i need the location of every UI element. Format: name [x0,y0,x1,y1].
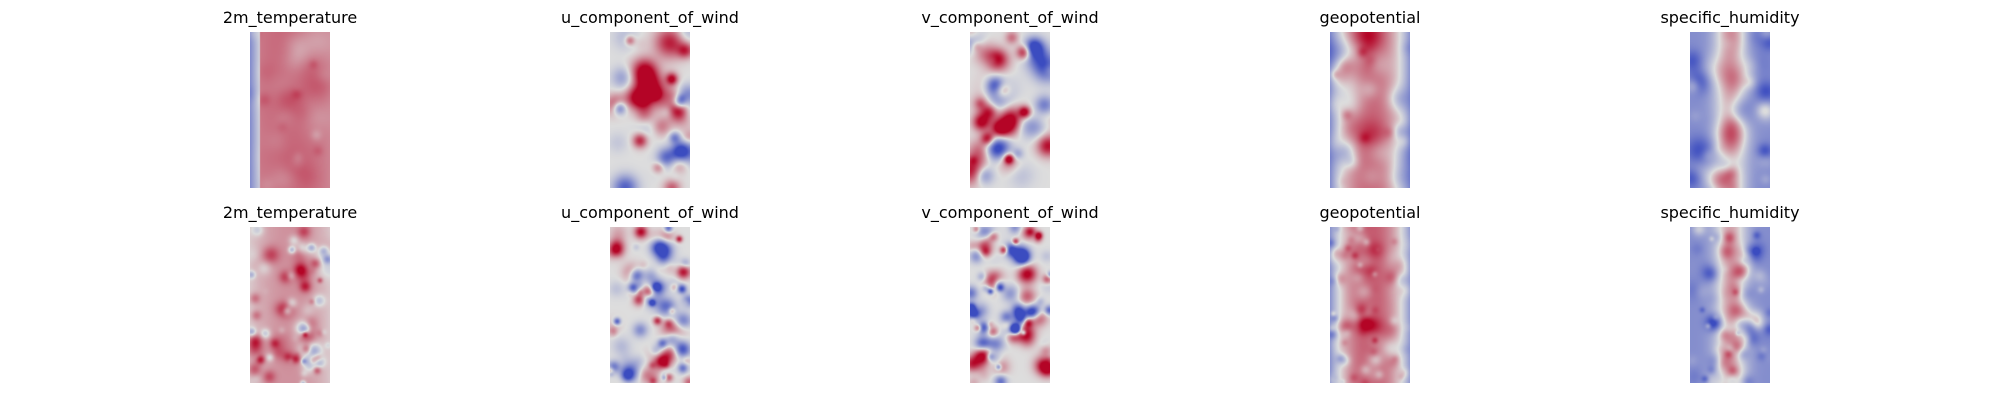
panel-title: u_component_of_wind [561,8,739,27]
panel-title: 2m_temperature [222,203,358,222]
u-wind-heatmap [610,32,690,188]
humidity-heatmap [1690,227,1770,383]
panel-title: v_component_of_wind [921,203,1099,222]
panel-title: u_component_of_wind [561,203,739,222]
panel-title: 2m_temperature [222,8,358,27]
v-wind-heatmap [970,32,1050,188]
temperature-heatmap [250,227,330,383]
panel-title: geopotential [1319,203,1421,222]
u-wind-heatmap [610,227,690,383]
panel-title: specific_humidity [1660,8,1800,27]
panel-title: specific_humidity [1660,203,1800,222]
temperature-heatmap [250,32,330,188]
geopotential-heatmap [1330,227,1410,383]
humidity-heatmap [1690,32,1770,188]
geopotential-heatmap [1330,32,1410,188]
panel-title: v_component_of_wind [921,8,1099,27]
v-wind-heatmap [970,227,1050,383]
panel-title: geopotential [1319,8,1421,27]
